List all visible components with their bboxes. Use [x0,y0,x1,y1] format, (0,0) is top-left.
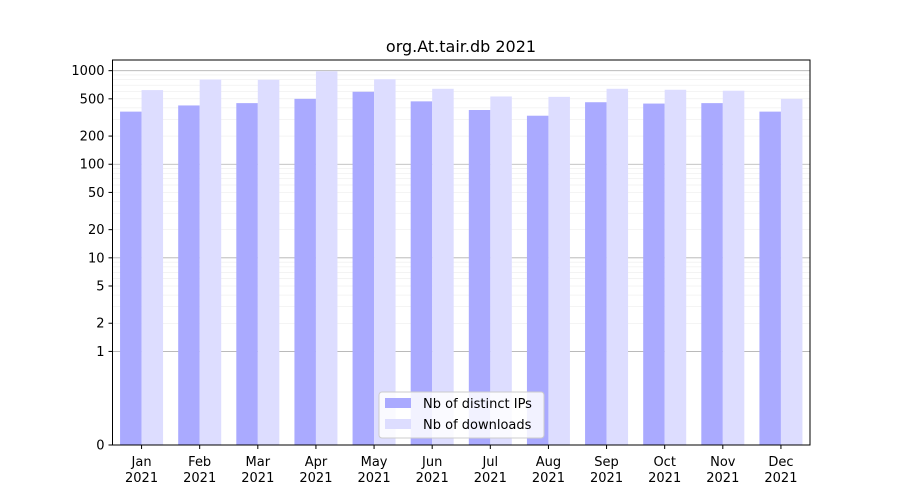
bar-distinct-ips [294,98,316,446]
legend-label-downloads: Nb of downloads [423,418,532,433]
y-tick-label: 50 [88,186,105,201]
y-tick-label: 10 [88,251,105,266]
bar-distinct-ips [643,103,665,446]
y-tick-label: 0 [96,439,104,454]
x-tick-label-year: 2021 [125,471,158,486]
x-tick-label-year: 2021 [183,471,216,486]
x-tick-label-year: 2021 [416,471,449,486]
legend-box [378,391,545,439]
bar-downloads [257,79,280,445]
y-tick-label: 5 [96,280,104,295]
bar-downloads [374,79,396,445]
gridlines [112,70,810,352]
x-tick-label-month: Jul [481,455,498,470]
y-tick-label: 200 [80,130,105,145]
bar-downloads [315,71,338,445]
bar-downloads [199,79,222,445]
x-tick-label-year: 2021 [241,471,274,486]
x-tick-label-year: 2021 [706,471,739,486]
legend-label-distinct-ips: Nb of distinct IPs [423,397,532,412]
bar-downloads [780,98,803,446]
x-axis: Jan2021Feb2021Mar2021Apr2021May2021Jun20… [125,445,797,486]
bar-distinct-ips [585,102,607,446]
bars [120,71,803,446]
x-tick-label-month: Apr [305,455,328,470]
y-tick-label: 100 [80,158,105,173]
x-tick-label-year: 2021 [764,471,797,486]
bar-distinct-ips [410,101,433,446]
bar-distinct-ips [120,111,142,445]
x-tick-label-year: 2021 [648,471,681,486]
x-tick-label-month: Jan [131,455,152,470]
x-tick-label-month: Feb [188,455,211,470]
x-tick-label-month: Aug [536,455,561,470]
bar-distinct-ips [468,109,491,446]
bar-downloads [141,90,164,445]
bar-distinct-ips [526,115,549,445]
legend: Nb of distinct IPs Nb of downloads [378,391,545,439]
bar-downloads [490,96,512,446]
legend-swatch-distinct-ips [385,398,411,408]
x-tick-label-month: Sep [594,455,619,470]
bar-distinct-ips [236,103,258,445]
bar-distinct-ips [178,105,200,445]
y-tick-label: 500 [80,92,105,107]
x-tick-label-year: 2021 [532,471,565,486]
bar-distinct-ips [352,91,375,445]
y-tick-label: 1000 [71,64,104,79]
bar-distinct-ips [701,103,723,445]
x-tick-label-year: 2021 [299,471,332,486]
bar-downloads [722,90,745,446]
legend-swatch-downloads [385,419,411,429]
bar-distinct-ips [759,111,781,445]
x-tick-label-year: 2021 [358,471,391,486]
bar-downloads [606,88,629,445]
bar-downloads [548,96,570,445]
y-tick-label: 1 [96,345,104,360]
bar-downloads [432,88,454,445]
x-tick-label-year: 2021 [474,471,507,486]
bar-downloads [664,89,687,446]
plot-frame [112,59,811,446]
x-tick-label-month: Oct [653,455,675,470]
x-tick-label-month: May [361,455,388,470]
x-tick-label-month: Jun [421,455,442,470]
y-tick-label: 20 [88,223,105,238]
y-axis: 0 1 2 5 10 20 50 100 200 500 1000 [71,64,113,454]
x-tick-label-month: Nov [710,455,736,470]
x-tick-label-month: Dec [768,455,793,470]
y-tick-label: 2 [96,317,104,332]
x-tick-label-month: Mar [246,455,271,470]
chart-title: org.At.tair.db 2021 [386,37,536,56]
x-tick-label-year: 2021 [590,471,623,486]
